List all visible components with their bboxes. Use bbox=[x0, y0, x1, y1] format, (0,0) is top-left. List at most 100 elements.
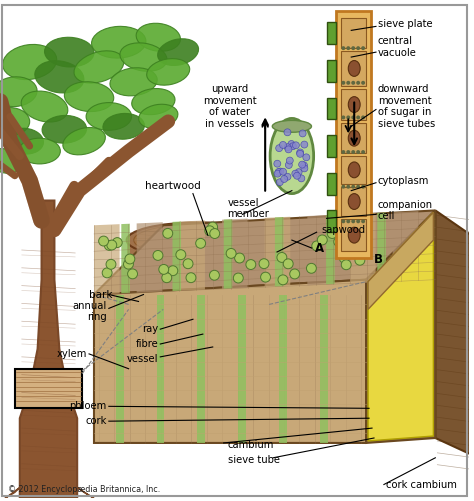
Circle shape bbox=[341, 115, 346, 119]
Text: fibre: fibre bbox=[136, 339, 158, 349]
Bar bbox=[116, 295, 124, 443]
Circle shape bbox=[356, 46, 360, 50]
Circle shape bbox=[259, 259, 269, 269]
Circle shape bbox=[299, 130, 306, 137]
Ellipse shape bbox=[120, 43, 167, 71]
Ellipse shape bbox=[134, 224, 262, 256]
Circle shape bbox=[361, 115, 365, 119]
Ellipse shape bbox=[64, 82, 114, 112]
Bar bbox=[15, 369, 82, 408]
Text: annual
ring: annual ring bbox=[73, 301, 107, 322]
Circle shape bbox=[261, 272, 271, 282]
Circle shape bbox=[285, 161, 292, 168]
Circle shape bbox=[281, 175, 288, 182]
Ellipse shape bbox=[147, 227, 249, 253]
Circle shape bbox=[283, 259, 293, 269]
Ellipse shape bbox=[91, 27, 146, 58]
Circle shape bbox=[295, 169, 302, 176]
Ellipse shape bbox=[270, 118, 314, 193]
Ellipse shape bbox=[6, 128, 44, 154]
Circle shape bbox=[99, 236, 109, 246]
Bar bbox=[156, 295, 164, 443]
Circle shape bbox=[341, 81, 346, 85]
Circle shape bbox=[162, 273, 172, 283]
Polygon shape bbox=[137, 222, 162, 293]
Circle shape bbox=[361, 46, 365, 50]
Ellipse shape bbox=[158, 39, 199, 66]
Ellipse shape bbox=[187, 237, 209, 243]
Circle shape bbox=[298, 175, 305, 182]
Ellipse shape bbox=[21, 91, 68, 122]
Circle shape bbox=[183, 259, 193, 269]
Text: heartwood: heartwood bbox=[145, 181, 201, 191]
Bar bbox=[341, 89, 366, 120]
Text: phloem: phloem bbox=[70, 401, 107, 411]
Bar bbox=[320, 295, 328, 443]
Circle shape bbox=[210, 271, 219, 280]
Ellipse shape bbox=[0, 149, 22, 173]
Bar bbox=[327, 135, 337, 157]
Circle shape bbox=[276, 145, 283, 152]
Text: B: B bbox=[374, 254, 383, 267]
Ellipse shape bbox=[348, 97, 360, 112]
Ellipse shape bbox=[19, 138, 60, 164]
Ellipse shape bbox=[0, 77, 37, 107]
Text: central
vacuole: central vacuole bbox=[378, 37, 417, 58]
Circle shape bbox=[334, 237, 344, 246]
Bar bbox=[327, 23, 337, 44]
Text: ray: ray bbox=[142, 324, 158, 334]
Circle shape bbox=[176, 249, 186, 260]
Ellipse shape bbox=[110, 68, 157, 96]
Circle shape bbox=[284, 129, 291, 136]
Circle shape bbox=[277, 253, 287, 263]
Bar bbox=[238, 295, 246, 443]
Circle shape bbox=[301, 141, 308, 148]
Text: cork cambium: cork cambium bbox=[386, 480, 457, 490]
Circle shape bbox=[356, 115, 360, 119]
Circle shape bbox=[351, 219, 355, 223]
Circle shape bbox=[346, 81, 350, 85]
Ellipse shape bbox=[127, 222, 269, 258]
Polygon shape bbox=[198, 240, 268, 316]
Circle shape bbox=[235, 253, 245, 263]
Ellipse shape bbox=[86, 103, 132, 130]
Circle shape bbox=[186, 273, 196, 283]
Circle shape bbox=[355, 256, 365, 265]
Ellipse shape bbox=[3, 45, 57, 80]
Bar bbox=[327, 210, 337, 232]
Circle shape bbox=[233, 273, 243, 283]
Circle shape bbox=[346, 185, 350, 189]
Circle shape bbox=[124, 259, 133, 269]
Ellipse shape bbox=[348, 227, 360, 243]
Bar bbox=[197, 295, 205, 443]
Circle shape bbox=[128, 269, 137, 279]
Ellipse shape bbox=[132, 89, 175, 115]
Circle shape bbox=[346, 219, 350, 223]
Circle shape bbox=[346, 46, 350, 50]
Ellipse shape bbox=[35, 61, 84, 93]
Text: bark: bark bbox=[89, 290, 112, 300]
Ellipse shape bbox=[348, 130, 360, 146]
Circle shape bbox=[351, 46, 355, 50]
Circle shape bbox=[341, 46, 346, 50]
Circle shape bbox=[312, 241, 322, 251]
Ellipse shape bbox=[184, 234, 212, 246]
Polygon shape bbox=[392, 211, 418, 282]
Polygon shape bbox=[366, 210, 435, 443]
Circle shape bbox=[106, 260, 116, 269]
Polygon shape bbox=[179, 220, 205, 291]
Ellipse shape bbox=[136, 23, 181, 51]
Circle shape bbox=[280, 168, 286, 175]
Bar bbox=[341, 187, 366, 216]
Circle shape bbox=[274, 170, 281, 177]
Circle shape bbox=[168, 266, 178, 276]
Polygon shape bbox=[94, 210, 435, 295]
Circle shape bbox=[107, 240, 117, 250]
Polygon shape bbox=[5, 487, 20, 498]
Bar bbox=[341, 19, 366, 48]
Circle shape bbox=[196, 238, 206, 248]
Ellipse shape bbox=[42, 115, 87, 143]
Circle shape bbox=[361, 219, 365, 223]
Ellipse shape bbox=[127, 312, 269, 347]
Ellipse shape bbox=[0, 108, 30, 135]
